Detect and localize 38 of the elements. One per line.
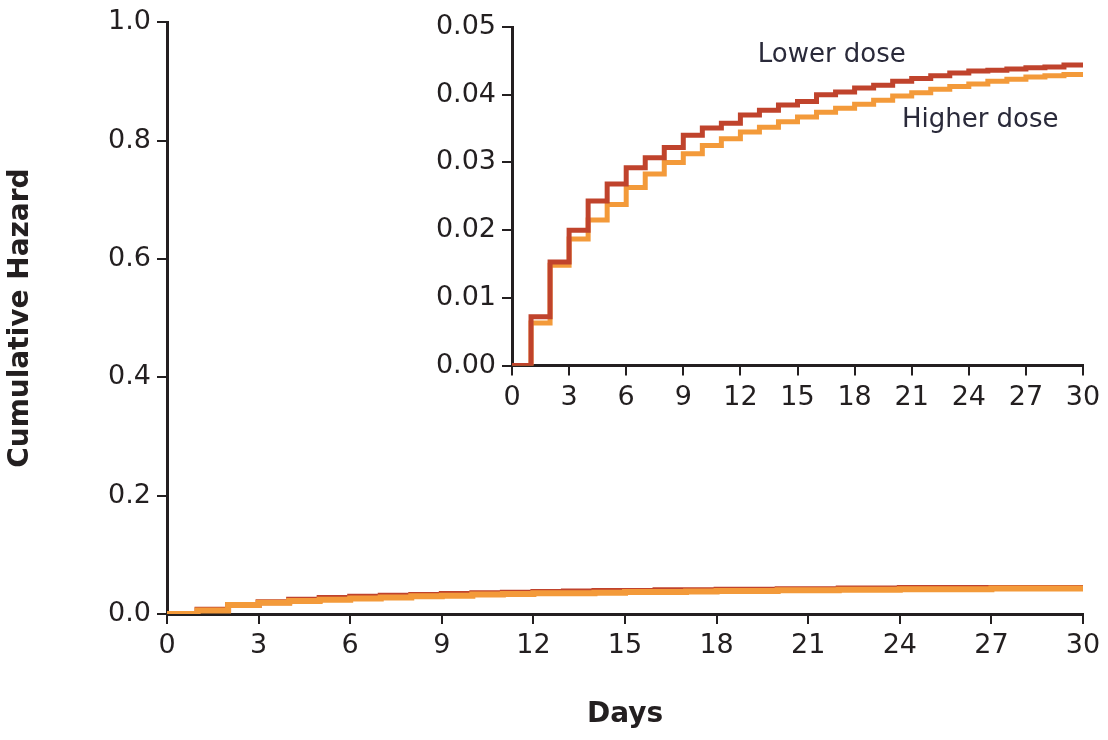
x-tick-label: 18 (837, 379, 872, 411)
x-tick-label: 27 (974, 628, 1009, 660)
y-tick-label: 1.0 (108, 4, 151, 36)
y-tick-label: 0.05 (435, 9, 496, 41)
series-label: Higher dose (901, 102, 1059, 133)
y-tick-label: 0.01 (435, 279, 496, 311)
y-tick-label: 0.6 (108, 240, 151, 272)
y-tick-label: 0.4 (108, 359, 151, 391)
y-axis-title: Cumulative Hazard (2, 168, 36, 468)
y-tick-label: 0.0 (108, 596, 151, 628)
y-tick-label: 0.00 (435, 347, 496, 379)
x-tick-label: 12 (516, 628, 551, 660)
series-label: Lower dose (757, 37, 906, 68)
x-tick-label: 30 (1065, 628, 1101, 660)
x-tick-label: 9 (433, 628, 451, 660)
x-tick-label: 15 (780, 379, 815, 411)
y-tick-label: 0.03 (435, 144, 496, 176)
x-tick-label: 21 (791, 628, 826, 660)
x-tick-label: 21 (894, 379, 929, 411)
x-tick-label: 0 (158, 628, 176, 660)
x-tick-label: 3 (250, 628, 268, 660)
x-tick-label: 3 (560, 379, 578, 411)
x-tick-label: 30 (1065, 379, 1101, 411)
x-tick-label: 18 (699, 628, 734, 660)
x-tick-label: 24 (951, 379, 986, 411)
x-tick-label: 9 (674, 379, 692, 411)
x-tick-label: 6 (341, 628, 359, 660)
y-tick-label: 0.8 (108, 122, 151, 154)
x-tick-label: 0 (503, 379, 521, 411)
x-tick-label: 24 (882, 628, 917, 660)
y-tick-label: 0.02 (435, 212, 496, 244)
x-tick-label: 6 (617, 379, 635, 411)
y-tick-label: 0.04 (435, 76, 496, 108)
y-tick-label: 0.2 (108, 477, 151, 509)
x-tick-label: 12 (723, 379, 758, 411)
x-tick-label: 15 (607, 628, 643, 660)
x-tick-label: 27 (1008, 379, 1044, 411)
x-axis-title: Days (586, 696, 664, 730)
